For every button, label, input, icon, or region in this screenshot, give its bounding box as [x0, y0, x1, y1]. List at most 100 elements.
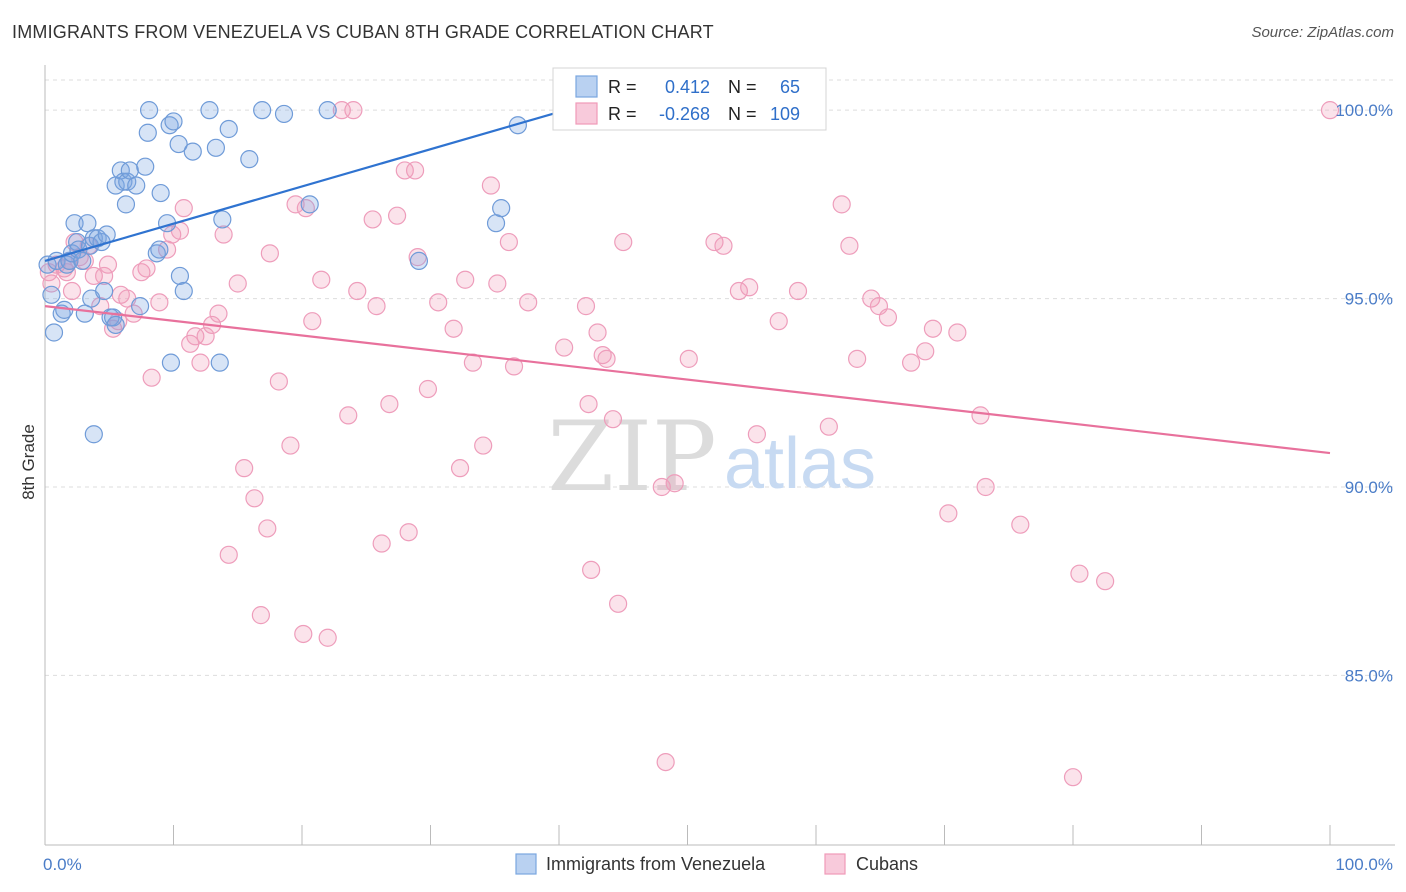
cubans-point-111	[1063, 768, 1083, 787]
cubans-point-97	[832, 195, 851, 214]
cubans-point-89	[705, 232, 724, 252]
venezuela-point-50	[210, 353, 229, 372]
cubans-point-60	[399, 523, 418, 542]
cubans-point-84	[614, 232, 633, 252]
cubans-point-37	[235, 459, 254, 478]
venezuela-point-51	[213, 210, 232, 229]
venezuela-point-43	[164, 112, 183, 131]
cubans-point-58	[387, 206, 407, 225]
cubans-point-79	[588, 323, 607, 342]
cubans-point-63	[418, 379, 438, 399]
venezuela-point-56	[300, 195, 319, 214]
cubans-point-44	[286, 195, 305, 214]
venezuela-point-60	[492, 199, 511, 218]
venezuela-point-18	[84, 425, 103, 444]
cubans-point-22	[142, 368, 161, 387]
legend-r-label-1: R =	[608, 77, 637, 97]
cubans-point-39	[251, 606, 270, 625]
cubans-point-41	[260, 244, 279, 263]
bottom-legend-label-cubans: Cubans	[856, 854, 918, 874]
venezuela-points	[38, 101, 527, 444]
cubans-point-92	[740, 278, 759, 297]
y-tick-label-1: 90.0%	[1345, 478, 1393, 497]
tick-labels: 85.0% 90.0% 95.0% 100.0% 0.0% 100.0%	[43, 101, 1393, 874]
cubans-point-72	[499, 232, 518, 252]
cubans-point-33	[209, 304, 228, 323]
cubans-point-34	[214, 225, 233, 244]
cubans-point-104	[916, 342, 935, 361]
legend-n-label-1: N =	[728, 77, 757, 97]
cubans-point-38	[245, 489, 264, 508]
venezuela-point-29	[116, 195, 136, 214]
cubans-point-4	[57, 263, 76, 282]
cubans-point-107	[948, 323, 967, 342]
cubans-point-64	[429, 293, 448, 312]
venezuela-point-59	[486, 214, 506, 233]
x-tick-label-0: 0.0%	[43, 855, 82, 874]
cubans-point-112	[1070, 564, 1089, 583]
cubans-trend-line	[44, 305, 1331, 455]
venezuela-point-12	[73, 251, 92, 270]
cubans-point-65	[444, 319, 463, 338]
cubans-point-75	[555, 338, 574, 357]
venezuela-point-44	[169, 134, 188, 154]
chart-title: IMMIGRANTS FROM VENEZUELA VS CUBAN 8TH G…	[12, 22, 714, 42]
cubans-point-90	[714, 236, 733, 255]
venezuela-point-52	[219, 119, 238, 139]
venezuela-point-33	[130, 297, 150, 316]
cubans-point-14	[98, 255, 118, 274]
cubans-point-86	[656, 752, 675, 772]
venezuela-point-0	[38, 255, 57, 274]
venezuela-point-13	[75, 304, 94, 323]
cubans-point-49	[318, 628, 337, 647]
bottom-legend-swatch-venezuela	[515, 853, 537, 875]
venezuela-point-39	[151, 183, 170, 203]
legend-r-label-2: R =	[608, 104, 637, 124]
venezuela-trend-line	[44, 109, 566, 262]
legend-swatch-cubans	[575, 102, 598, 125]
venezuela-point-14	[78, 214, 97, 233]
venezuela-point-46	[174, 281, 193, 301]
cubans-point-81	[597, 349, 616, 368]
venezuela-point-9	[65, 214, 84, 233]
venezuela-point-53	[240, 150, 259, 169]
cubans-point-66	[450, 459, 470, 478]
venezuela-point-42	[161, 353, 181, 372]
cubans-point-51	[339, 406, 358, 425]
cubans-points	[39, 101, 1340, 787]
cubans-point-11	[84, 266, 103, 286]
cubans-point-30	[191, 353, 210, 372]
cubans-point-109	[976, 477, 995, 497]
cubans-point-87	[665, 474, 684, 493]
cubans-point-55	[367, 297, 386, 316]
legend-r-value-1: 0.412	[665, 77, 710, 97]
cubans-point-6	[62, 281, 82, 301]
watermark: ZIP atlas	[547, 401, 876, 513]
venezuela-point-34	[136, 157, 155, 176]
cubans-point-93	[747, 425, 766, 444]
cubans-point-67	[456, 270, 475, 289]
venezuela-point-54	[253, 101, 272, 120]
y-axis-label: 8th Grade	[19, 424, 38, 500]
cubans-point-70	[481, 176, 500, 195]
venezuela-point-21	[95, 281, 114, 301]
venezuela-point-55	[274, 104, 294, 124]
cubans-point-99	[848, 349, 867, 368]
y-tick-label-0: 85.0%	[1345, 666, 1393, 685]
venezuela-point-25	[106, 315, 125, 335]
venezuela-point-35	[138, 123, 157, 142]
cubans-point-43	[281, 436, 300, 455]
cubans-point-29	[186, 327, 205, 346]
watermark-atlas: atlas	[724, 424, 876, 504]
venezuela-point-49	[206, 138, 226, 157]
legend-r-value-2: -0.268	[659, 104, 710, 124]
cubans-point-108	[971, 406, 990, 425]
legend-n-label-2: N =	[728, 104, 757, 124]
cubans-point-96	[819, 417, 838, 436]
cubans-point-73	[504, 357, 524, 376]
venezuela-point-31	[120, 161, 139, 180]
cubans-point-69	[474, 436, 493, 455]
cubans-point-27	[174, 199, 193, 218]
bottom-legend: Immigrants from Venezuela Cubans	[515, 853, 918, 875]
venezuela-point-61	[508, 116, 527, 135]
